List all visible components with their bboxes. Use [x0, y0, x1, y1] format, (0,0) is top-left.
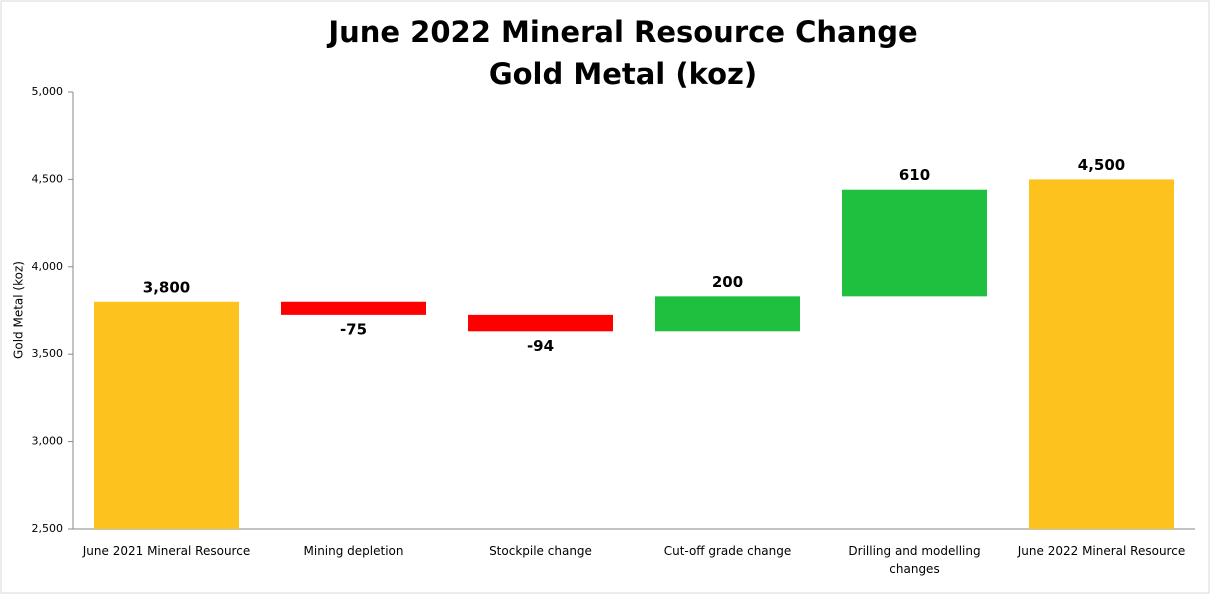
value-label: 3,800 — [143, 278, 190, 296]
value-label: -94 — [527, 337, 554, 355]
y-tick-label: 4,000 — [32, 260, 64, 273]
x-tick-label: June 2021 Mineral Resource — [82, 544, 251, 558]
bar — [468, 314, 613, 332]
bar — [655, 296, 800, 332]
y-tick-label: 3,000 — [32, 435, 64, 448]
bar — [94, 301, 239, 529]
x-tick-label: Stockpile change — [489, 544, 592, 558]
y-tick-label: 2,500 — [32, 522, 64, 535]
bar — [1029, 179, 1174, 529]
bar — [281, 301, 426, 315]
chart-title: June 2022 Mineral Resource Change — [326, 15, 917, 49]
value-label: -75 — [340, 320, 367, 338]
y-tick-label: 5,000 — [32, 85, 64, 98]
y-tick-label: 4,500 — [32, 172, 64, 185]
x-tick-label: June 2022 Mineral Resource — [1017, 544, 1186, 558]
value-label: 200 — [712, 273, 743, 291]
value-label: 610 — [899, 166, 930, 184]
chart-subtitle: Gold Metal (koz) — [489, 57, 757, 91]
x-tick-label: Cut-off grade change — [663, 544, 792, 558]
bar — [842, 189, 987, 297]
x-tick-label: Mining depletion — [303, 544, 404, 558]
y-axis-label: Gold Metal (koz) — [12, 261, 26, 359]
x-tick-label: Drilling and modelling changes — [848, 544, 981, 576]
y-tick-label: 3,500 — [32, 347, 64, 360]
value-label: 4,500 — [1078, 156, 1125, 174]
